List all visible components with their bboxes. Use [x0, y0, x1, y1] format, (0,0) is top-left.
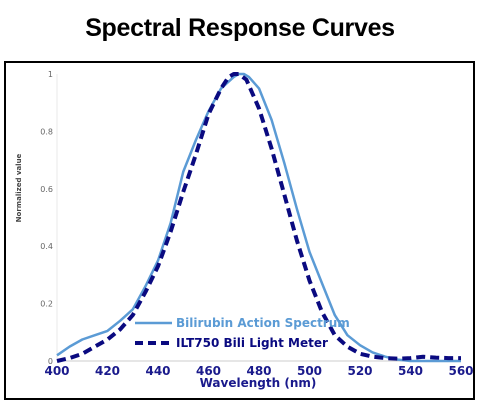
x-tick-label: 420: [95, 364, 120, 378]
legend-label: ILT750 Bili Light Meter: [176, 336, 328, 350]
x-tick-label: 460: [196, 364, 221, 378]
page-title: Spectral Response Curves: [85, 14, 395, 42]
x-tick-labels: 400 420 440 460 480 500 520 540 560: [44, 364, 473, 378]
y-tick-label: 0.4: [40, 242, 53, 251]
series-lines: [56, 72, 461, 363]
y-tick-label: 0.6: [40, 185, 53, 194]
x-axis-label: Wavelength (nm): [200, 376, 317, 390]
x-tick-label: 500: [297, 364, 322, 378]
legend: Bilirubin Action Spectrum ILT750 Bili Lig…: [135, 316, 350, 350]
legend-label: Bilirubin Action Spectrum: [176, 316, 350, 330]
x-tick-label: 400: [44, 364, 69, 378]
ilt750-bili-meter-line: [56, 72, 461, 363]
y-tick-labels: 0 0.2 0.4 0.6 0.8 1: [40, 70, 53, 366]
y-tick-label: 0: [48, 357, 53, 366]
x-tick-label: 560: [448, 364, 473, 378]
chart-frame: [4, 61, 475, 400]
y-tick-label: 1: [48, 70, 53, 79]
x-tick-label: 540: [398, 364, 423, 378]
y-tick-label: 0.8: [40, 127, 53, 136]
x-tick-label: 480: [246, 364, 271, 378]
y-axis-label: Normalized value: [15, 153, 23, 222]
y-tick-label: 0.2: [40, 300, 53, 309]
x-tick-label: 440: [145, 364, 170, 378]
x-tick-label: 520: [347, 364, 372, 378]
